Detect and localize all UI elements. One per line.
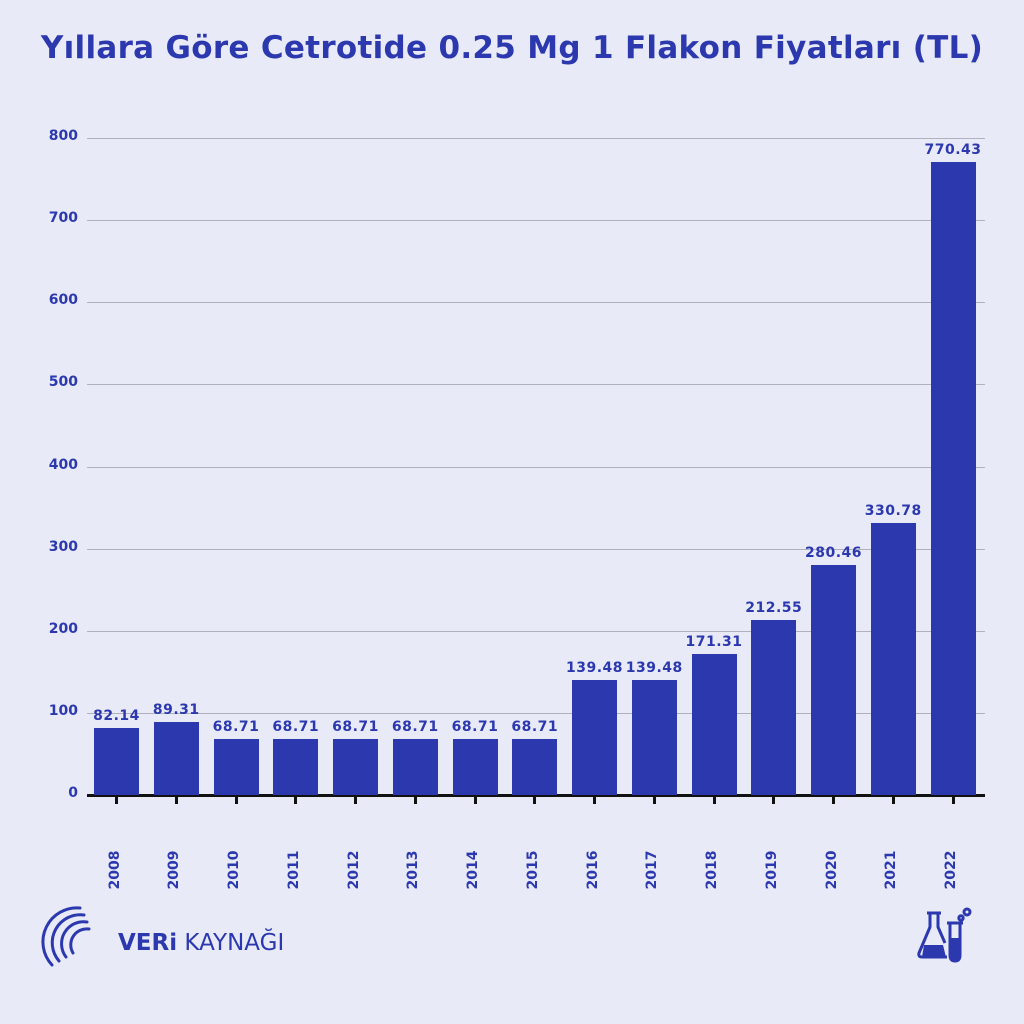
x-tick xyxy=(891,796,895,804)
value-label: 68.71 xyxy=(212,718,260,735)
x-tick xyxy=(234,796,238,804)
y-tick-label: 300 xyxy=(48,538,78,555)
value-label: 89.31 xyxy=(152,701,200,718)
y-tick-label: 200 xyxy=(48,620,78,637)
laboratory-flask-icon xyxy=(917,907,972,963)
bar-2013 xyxy=(392,738,438,795)
logo-text-bold: VERi xyxy=(118,930,178,956)
gridline xyxy=(87,384,985,385)
x-tick xyxy=(593,796,596,804)
value-label: 280.46 xyxy=(804,544,863,561)
x-tick-label: 2020 xyxy=(823,850,840,890)
x-tick xyxy=(832,796,835,804)
value-label: 68.71 xyxy=(272,718,320,735)
logo-text-light: KAYNAĞI xyxy=(177,930,285,956)
value-label: 139.48 xyxy=(565,660,624,677)
y-tick-label: 100 xyxy=(48,702,78,719)
gridline xyxy=(87,302,985,303)
y-tick-label: 700 xyxy=(48,210,78,227)
gridline xyxy=(87,631,985,632)
value-label: 330.78 xyxy=(864,503,922,520)
bar-2017 xyxy=(631,680,677,795)
x-tick-label: 2009 xyxy=(166,850,183,890)
x-tick xyxy=(294,796,298,804)
value-label: 68.71 xyxy=(451,718,499,735)
x-tick-label: 2021 xyxy=(883,850,900,890)
x-tick-label: 2013 xyxy=(405,850,422,890)
value-label: 139.48 xyxy=(625,660,683,677)
x-tick xyxy=(652,796,656,804)
veri-kaynagi-logo: VERi KAYNAĞI xyxy=(40,903,300,973)
bar-2009 xyxy=(153,721,199,795)
x-tick-label: 2012 xyxy=(345,850,362,890)
y-tick-label: 400 xyxy=(48,456,78,473)
value-label: 171.31 xyxy=(685,634,743,651)
x-tick xyxy=(174,796,178,804)
x-tick-label: 2019 xyxy=(763,850,780,890)
y-tick-label: 800 xyxy=(48,128,78,144)
x-tick-label: 2014 xyxy=(465,850,481,890)
gridline xyxy=(87,713,985,714)
x-tick xyxy=(772,796,776,804)
x-tick xyxy=(354,796,357,804)
bar-2014 xyxy=(452,738,498,795)
x-tick xyxy=(115,796,118,804)
gridline xyxy=(87,467,985,468)
y-tick-label: 600 xyxy=(48,292,78,309)
bar-2020 xyxy=(811,564,856,795)
x-tick-label: 2017 xyxy=(644,850,661,890)
gridline xyxy=(87,138,985,139)
bar-2019 xyxy=(751,620,797,795)
value-label: 82.14 xyxy=(93,707,140,724)
x-tick-label: 2011 xyxy=(285,850,302,890)
bar-2010 xyxy=(213,738,259,795)
logo-text: VERi KAYNAĞI xyxy=(118,930,284,956)
x-tick xyxy=(712,796,716,804)
x-tick xyxy=(413,796,417,804)
value-label: 68.71 xyxy=(332,718,379,735)
bar-2011 xyxy=(273,738,319,795)
x-tick-label: 2015 xyxy=(524,850,541,890)
x-tick xyxy=(473,796,477,804)
x-tick xyxy=(951,796,955,804)
x-tick-label: 2018 xyxy=(704,850,720,890)
x-axis-line xyxy=(87,794,985,797)
y-tick-label: 500 xyxy=(48,374,78,391)
x-tick-label: 2016 xyxy=(584,850,601,890)
signal-arcs-icon xyxy=(41,906,91,967)
bar-2021 xyxy=(870,523,916,795)
x-tick xyxy=(533,796,537,804)
value-label: 212.55 xyxy=(745,600,803,617)
gridline xyxy=(87,549,985,550)
bar-2015 xyxy=(512,738,558,795)
bar-2008 xyxy=(94,727,139,795)
x-tick-label: 2008 xyxy=(106,850,123,890)
x-tick-label: 2022 xyxy=(943,850,959,890)
bar-2022 xyxy=(930,162,976,795)
bar-2012 xyxy=(333,738,378,795)
x-tick-label: 2010 xyxy=(226,850,242,890)
chart-title: Yıllara Göre Cetrotide 0.25 Mg 1 Flakon … xyxy=(40,30,984,66)
bar-2018 xyxy=(691,654,737,795)
value-label: 68.71 xyxy=(391,718,439,735)
bar-2016 xyxy=(572,680,617,795)
gridline xyxy=(87,220,985,221)
value-label: 770.43 xyxy=(924,142,982,159)
value-label: 68.71 xyxy=(511,718,559,735)
y-tick-label: 0 xyxy=(68,785,78,801)
